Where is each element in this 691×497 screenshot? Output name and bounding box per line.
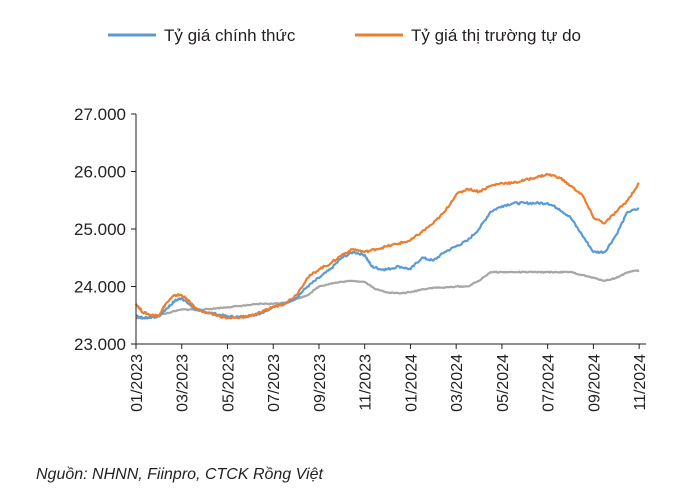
x-tick-label: 07/2024 <box>541 354 558 412</box>
x-tick-label: 03/2024 <box>449 354 466 412</box>
legend-label: Tỷ giá chính thức <box>164 26 296 45</box>
y-axis-ticks: 23.000 24.000 25.000 26.000 27.000 <box>74 105 136 354</box>
x-tick-label: 05/2023 <box>220 354 237 412</box>
x-tick-label: 07/2023 <box>266 354 283 412</box>
legend: Tỷ giá chính thức Tỷ giá thị trường tự do <box>108 26 581 45</box>
x-tick-label: 01/2023 <box>129 354 146 412</box>
x-tick-label: 01/2024 <box>403 354 420 412</box>
series-group <box>134 172 640 320</box>
x-tick-label: 05/2024 <box>495 354 512 412</box>
y-tick-label: 27.000 <box>74 105 126 124</box>
source-note: Nguồn: NHNN, Fiinpro, CTCK Rồng Việt <box>36 466 323 483</box>
y-tick-label: 26.000 <box>74 163 126 182</box>
x-tick-label: 03/2023 <box>175 354 192 412</box>
x-tick-label: 11/2024 <box>632 354 649 411</box>
y-tick-label: 23.000 <box>74 335 126 354</box>
y-tick-label: 25.000 <box>74 220 126 239</box>
x-tick-label: 09/2024 <box>586 354 603 412</box>
series-line-official-rate <box>135 200 640 320</box>
x-tick-label: 09/2023 <box>312 354 329 412</box>
series-line-gray <box>136 269 640 320</box>
x-tick-label: 11/2023 <box>358 354 375 411</box>
x-axis-ticks: 01/2023 03/2023 05/2023 07/2023 09/2023 11/20… <box>129 344 649 412</box>
series-line-free-market-rate <box>134 172 640 320</box>
legend-label: Tỷ giá thị trường tự do <box>411 26 581 45</box>
y-tick-label: 24.000 <box>74 278 126 297</box>
